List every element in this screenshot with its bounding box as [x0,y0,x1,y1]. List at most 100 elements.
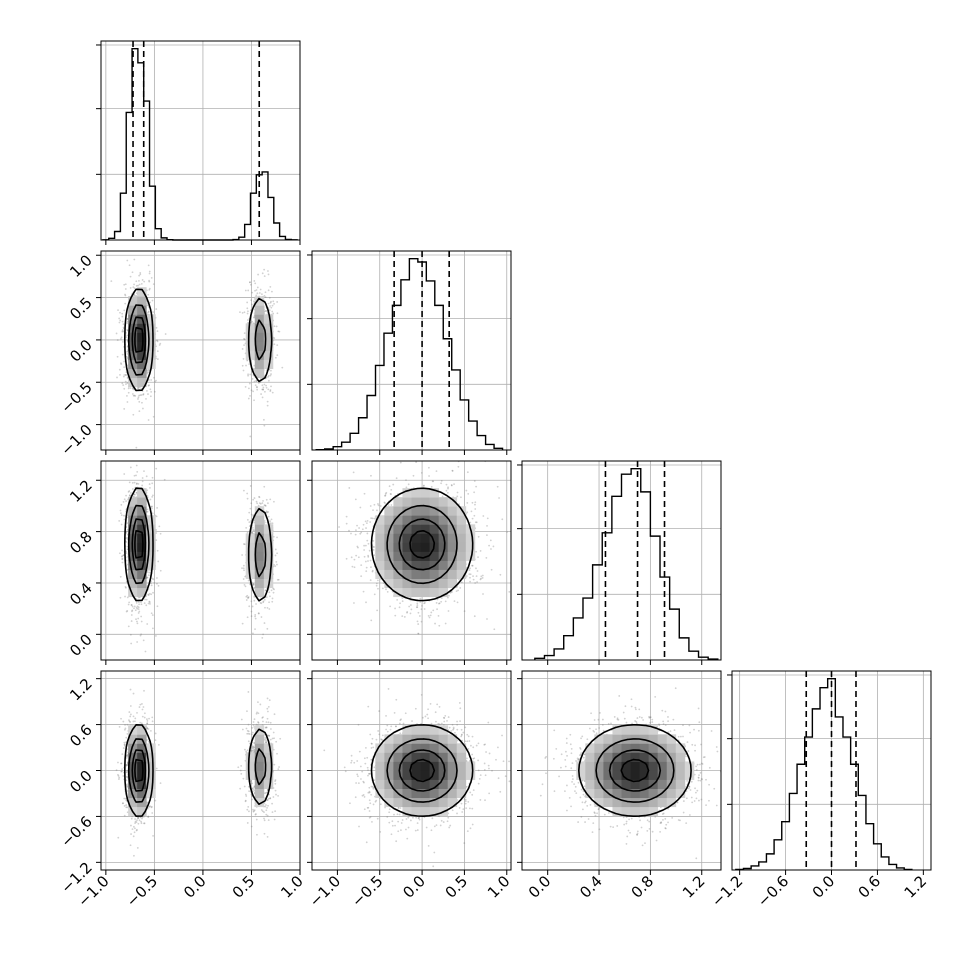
sample-point [133,259,135,261]
sample-point [119,322,121,324]
sample-point [247,373,249,375]
sample-point [256,386,258,388]
histogram-step-line [103,49,297,240]
sample-point [144,717,146,719]
sample-point [123,473,125,475]
sample-point [146,509,148,511]
sample-point [119,320,121,322]
sample-point [127,733,129,735]
sample-point [141,283,143,285]
sample-point [251,727,253,729]
sample-point [122,384,124,386]
sample-point [144,712,146,714]
sample-point [123,408,125,410]
sample-point [276,564,278,566]
sample-point [156,507,158,509]
sample-point [274,565,276,567]
sample-point [240,765,242,767]
sample-point [254,290,256,292]
sample-point [146,599,148,601]
sample-point [123,284,125,286]
sample-point [149,593,151,595]
sample-point [242,312,244,314]
sample-point [140,616,142,618]
sample-point [137,457,139,459]
sample-point [152,592,154,594]
sample-point [123,309,125,311]
sample-point [123,376,125,378]
sample-point [272,392,274,394]
sample-point [266,628,268,630]
histogram-panel-2 [517,461,721,660]
histogram-panel-3 [727,671,931,870]
sample-point [157,340,159,342]
sample-point [265,291,267,293]
sample-point [260,503,262,505]
sample-point [135,447,137,449]
sample-point [272,305,274,307]
sample-point [273,764,275,766]
sample-point [126,779,128,781]
sample-point [266,792,268,794]
sample-point [127,451,129,453]
sample-point [149,288,151,290]
sample-point [256,502,258,504]
sample-point [257,701,259,703]
density-cell [246,551,255,560]
sample-point [125,541,127,543]
sample-point [254,282,256,284]
sample-point [126,395,128,397]
density-cell [255,579,264,588]
sample-point [267,502,269,504]
sample-point [269,286,271,288]
sample-point [271,601,273,603]
density-cell [246,542,255,551]
sample-point [130,714,132,716]
sample-point [256,389,258,391]
sample-point [275,779,277,781]
sample-point [274,713,276,715]
sample-point [128,625,130,627]
sample-point [260,602,262,604]
sample-point [253,600,255,602]
sample-point [133,716,135,718]
sample-point [126,611,128,613]
sample-point [122,321,124,323]
sample-point [153,283,155,285]
sample-point [148,728,150,730]
density-cell [264,533,273,542]
sample-point [142,279,144,281]
sample-point [153,416,155,418]
sample-point [130,643,132,645]
sample-point [251,782,253,784]
sample-point [269,520,271,522]
sample-point [253,280,255,282]
sample-point [264,833,266,835]
sample-point [119,312,121,314]
sample-point [268,303,270,305]
sample-point [274,810,276,812]
sample-point [136,471,138,473]
sample-point [273,501,275,503]
sample-point [247,519,249,521]
sample-point [268,289,270,291]
sample-point [126,260,128,262]
sample-point [149,483,151,485]
sample-point [120,510,122,512]
sample-point [157,550,159,552]
sample-point [265,296,267,298]
sample-point [118,318,120,320]
sample-point [255,813,257,815]
sample-point [152,627,154,629]
sample-point [131,818,133,820]
sample-point [132,271,134,273]
sample-point [252,606,254,608]
sample-point [272,522,274,524]
sample-point [250,508,252,510]
sample-point [124,805,126,807]
sample-point [240,770,242,772]
sample-point [143,281,145,283]
sample-point [269,595,271,597]
sample-point [129,721,131,723]
sample-point [246,307,248,309]
